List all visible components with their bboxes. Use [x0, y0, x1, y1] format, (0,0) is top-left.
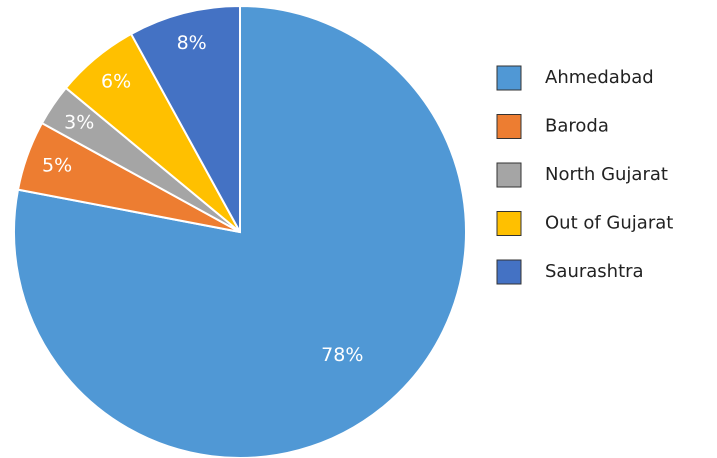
data-label: 6% — [101, 71, 131, 93]
legend-label: Ahmedabad — [545, 67, 654, 88]
legend-label: Out of Gujarat — [545, 213, 673, 234]
pie-slice — [129, 4, 241, 233]
legend-label: Baroda — [545, 116, 609, 137]
legend-label: North Gujarat — [545, 164, 668, 185]
legend-swatch — [496, 259, 522, 285]
legend-swatch — [496, 65, 522, 91]
data-label: 3% — [64, 111, 94, 133]
legend-swatch — [496, 211, 522, 236]
legend-swatch — [496, 162, 522, 188]
data-label: 5% — [42, 155, 72, 177]
data-label: 78% — [321, 344, 363, 366]
legend-swatch — [496, 114, 522, 139]
legend-label: Saurashtra — [545, 261, 644, 282]
data-label: 8% — [177, 32, 207, 54]
